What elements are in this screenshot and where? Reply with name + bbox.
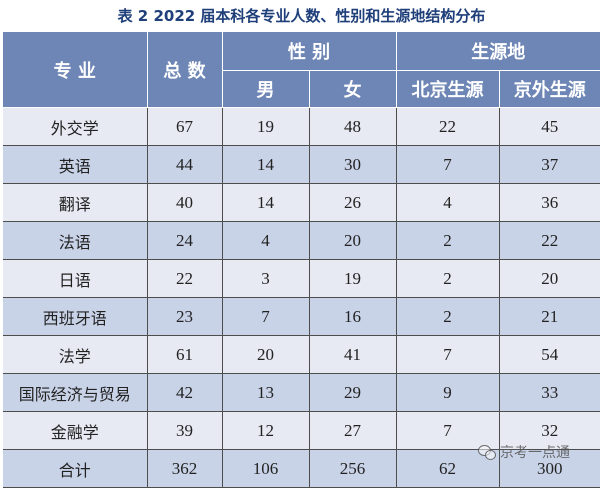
table-row: 日语 22 3 19 2 20 [3, 259, 600, 298]
cell-outside: 45 [499, 107, 600, 146]
cell-female: 29 [309, 373, 397, 412]
cell-beijing: 7 [396, 411, 500, 450]
cell-beijing: 7 [396, 335, 500, 374]
header-male: 男 [222, 70, 310, 108]
cell-beijing: 2 [396, 259, 500, 298]
header-outside: 京外生源 [499, 70, 600, 108]
total-male: 106 [222, 449, 310, 488]
cell-male: 14 [222, 145, 310, 184]
cell-total: 42 [147, 373, 223, 412]
table-row: 英语 44 14 30 7 37 [3, 145, 600, 184]
cell-major: 法学 [3, 335, 148, 374]
cell-total: 39 [147, 411, 223, 450]
table-row: 国际经济与贸易 42 13 29 9 33 [3, 373, 600, 412]
cell-outside: 54 [499, 335, 600, 374]
header-major: 专 业 [3, 32, 148, 108]
header-female: 女 [309, 70, 397, 108]
header-beijing: 北京生源 [396, 70, 500, 108]
cell-male: 12 [222, 411, 310, 450]
cell-outside: 36 [499, 183, 600, 222]
total-row: 合计 362 106 256 62 300 [3, 449, 600, 488]
table-row: 法学 61 20 41 7 54 [3, 335, 600, 374]
cell-outside: 22 [499, 221, 600, 260]
total-outside: 300 [499, 449, 600, 488]
cell-total: 23 [147, 297, 223, 336]
table-row: 金融学 39 12 27 7 32 [3, 411, 600, 450]
cell-total: 40 [147, 183, 223, 222]
cell-female: 16 [309, 297, 397, 336]
cell-outside: 37 [499, 145, 600, 184]
watermark: 京考一点通 [478, 442, 570, 462]
cell-total: 44 [147, 145, 223, 184]
total-label: 合计 [3, 449, 148, 488]
total-total: 362 [147, 449, 223, 488]
cell-female: 26 [309, 183, 397, 222]
cell-outside: 21 [499, 297, 600, 336]
table-row: 西班牙语 23 7 16 2 21 [3, 297, 600, 336]
cell-major: 日语 [3, 259, 148, 298]
cell-beijing: 7 [396, 145, 500, 184]
cell-female: 27 [309, 411, 397, 450]
cell-outside: 20 [499, 259, 600, 298]
cell-total: 24 [147, 221, 223, 260]
cell-major: 金融学 [3, 411, 148, 450]
cell-beijing: 2 [396, 221, 500, 260]
cell-major: 国际经济与贸易 [3, 373, 148, 412]
total-female: 256 [309, 449, 397, 488]
header-row: 专 业 总 数 性 别 生源地 [3, 32, 600, 108]
cell-female: 30 [309, 145, 397, 184]
cell-beijing: 22 [396, 107, 500, 146]
cell-total: 61 [147, 335, 223, 374]
cell-male: 13 [222, 373, 310, 412]
header-total: 总 数 [147, 32, 223, 108]
cell-beijing: 4 [396, 183, 500, 222]
cell-total: 67 [147, 107, 223, 146]
header-origin: 生源地 [396, 32, 600, 71]
cell-major: 英语 [3, 145, 148, 184]
watermark-text: 京考一点通 [500, 445, 570, 461]
cell-total: 22 [147, 259, 223, 298]
cell-male: 20 [222, 335, 310, 374]
cell-outside: 32 [499, 411, 600, 450]
table-title: 表 2 2022 届本科各专业人数、性别和生源地结构分布 [117, 7, 486, 25]
cell-female: 20 [309, 221, 397, 260]
table-row: 法语 24 4 20 2 22 [3, 221, 600, 260]
cell-major: 翻译 [3, 183, 148, 222]
table-row: 外交学 67 19 48 22 45 [3, 107, 600, 146]
cell-major: 西班牙语 [3, 297, 148, 336]
cell-male: 3 [222, 259, 310, 298]
total-beijing: 62 [396, 449, 500, 488]
subheader-row: 男 女 北京生源 京外生源 [3, 70, 600, 108]
cell-major: 法语 [3, 221, 148, 260]
cell-male: 14 [222, 183, 310, 222]
cell-female: 41 [309, 335, 397, 374]
cell-beijing: 2 [396, 297, 500, 336]
wechat-icon [478, 445, 496, 460]
major-distribution-table: 专 业 总 数 性 别 生源地 男 女 北京生源 京外生源 外交学 67 19 … [3, 32, 600, 488]
cell-beijing: 9 [396, 373, 500, 412]
cell-male: 7 [222, 297, 310, 336]
cell-male: 19 [222, 107, 310, 146]
cell-female: 19 [309, 259, 397, 298]
table-row: 翻译 40 14 26 4 36 [3, 183, 600, 222]
cell-outside: 33 [499, 373, 600, 412]
cell-female: 48 [309, 107, 397, 146]
header-gender: 性 别 [222, 32, 397, 71]
cell-male: 4 [222, 221, 310, 260]
cell-major: 外交学 [3, 107, 148, 146]
